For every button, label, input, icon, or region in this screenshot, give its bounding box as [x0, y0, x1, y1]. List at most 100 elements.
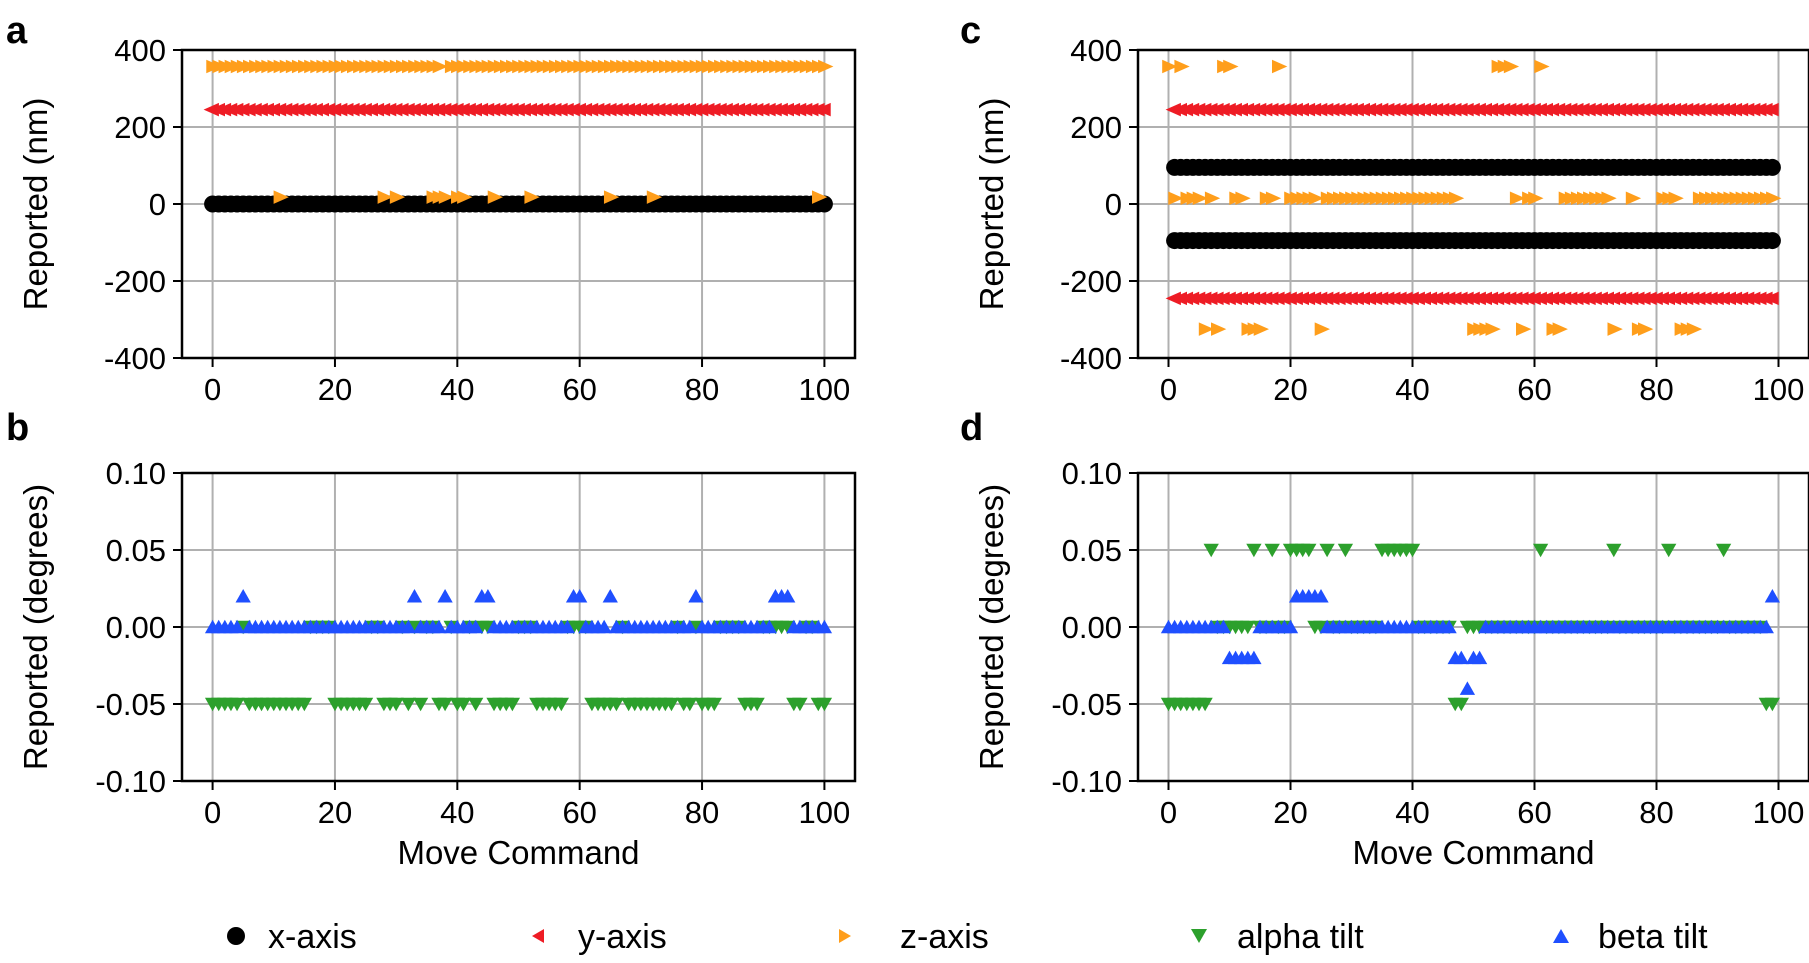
x-tick-label: 80 [685, 372, 719, 407]
point-alpha-tilt [816, 697, 833, 712]
point-alpha-tilt [468, 697, 484, 712]
y-tick-label: 200 [114, 110, 166, 145]
point-z-axis [1607, 322, 1623, 336]
y-axis-label: Reported (nm) [973, 98, 1010, 311]
point-z-axis [1601, 191, 1617, 205]
y-tick-label: 0.00 [106, 610, 166, 645]
point-z-axis [1485, 322, 1501, 336]
y-tick-label: -400 [104, 341, 166, 376]
legend-marker-y-axis [532, 929, 544, 943]
legend-marker-x-axis [227, 927, 245, 945]
point-alpha-tilt [1764, 697, 1781, 712]
point-z-axis [1211, 322, 1227, 336]
point-beta-tilt [229, 619, 245, 634]
point-alpha-tilt [1661, 543, 1677, 558]
legend-marker-z-axis [839, 929, 851, 943]
x-tick-label: 0 [204, 795, 221, 830]
legend-entry-z-axis: z-axis [839, 918, 989, 956]
point-z-axis [1528, 191, 1544, 205]
point-z-axis [1509, 191, 1526, 205]
y-axis-label: Reported (degrees) [17, 484, 54, 770]
point-z-axis [457, 190, 473, 204]
point-beta-tilt [1282, 619, 1299, 634]
legend-label-y-axis: y-axis [578, 918, 667, 956]
y-tick-label: -0.10 [1051, 764, 1122, 799]
point-z-axis [818, 59, 834, 74]
point-beta-tilt [468, 619, 484, 634]
point-alpha-tilt [400, 697, 417, 712]
legend-entry-beta-tilt: beta tilt [1553, 918, 1708, 956]
legend-label-z-axis: z-axis [900, 918, 989, 956]
point-beta-tilt [437, 589, 453, 603]
y-tick-label: 200 [1070, 110, 1122, 145]
x-tick-label: 20 [1273, 372, 1307, 407]
point-z-axis [811, 190, 828, 204]
point-z-axis [1314, 322, 1330, 336]
plot-frame [1136, 48, 1809, 360]
point-z-axis [1192, 191, 1208, 205]
x-tick-label: 40 [1395, 372, 1429, 407]
y-tick-label: -200 [1060, 264, 1122, 299]
y-tick-label: -0.05 [1051, 687, 1122, 722]
point-x-axis [1763, 158, 1781, 176]
panel-label-a: a [6, 10, 28, 52]
point-z-axis [1223, 59, 1239, 74]
legend-marker-alpha-tilt [1191, 929, 1207, 943]
legend-label-alpha-tilt: alpha tilt [1237, 918, 1364, 956]
point-alpha-tilt [1453, 697, 1469, 712]
point-beta-tilt [682, 619, 698, 634]
y-tick-label: -400 [1060, 341, 1122, 376]
point-z-axis [438, 190, 455, 204]
point-beta-tilt [431, 619, 447, 634]
legend-entry-alpha-tilt: alpha tilt [1191, 918, 1364, 956]
legend-marker-beta-tilt [1553, 929, 1569, 943]
point-alpha-tilt [1264, 543, 1280, 558]
x-tick-label: 0 [1160, 795, 1177, 830]
x-tick-label: 0 [204, 372, 221, 407]
point-beta-tilt [1764, 589, 1781, 603]
point-beta-tilt [1441, 619, 1457, 634]
x-axis-label: Move Command [1352, 834, 1594, 871]
point-alpha-tilt [706, 697, 722, 712]
point-z-axis [1534, 59, 1550, 74]
legend: x-axis y-axis z-axis alpha tilt beta til… [227, 918, 1708, 956]
point-z-axis [1448, 191, 1465, 205]
point-beta-tilt [1758, 619, 1774, 634]
point-alpha-tilt [608, 697, 625, 712]
legend-label-beta-tilt: beta tilt [1598, 918, 1708, 956]
point-beta-tilt [780, 589, 796, 603]
point-z-axis [1174, 59, 1190, 74]
x-tick-label: 60 [562, 372, 596, 407]
plot-frame [180, 471, 857, 783]
x-tick-label: 100 [1753, 795, 1805, 830]
point-alpha-tilt [1197, 697, 1213, 712]
x-tick-label: 20 [318, 372, 352, 407]
point-alpha-tilt [1246, 543, 1262, 558]
x-tick-label: 0 [1160, 372, 1177, 407]
point-alpha-tilt [553, 697, 569, 712]
point-beta-tilt [1215, 619, 1232, 634]
point-alpha-tilt [357, 697, 374, 712]
point-alpha-tilt [412, 697, 429, 712]
point-alpha-tilt [437, 697, 453, 712]
panel-label-c: c [960, 10, 981, 52]
point-alpha-tilt [1301, 543, 1317, 558]
panel-b: b 0 20 40 60 80 100 -0.10 -0.05 0.00 0.05 0.10 Repor… [6, 407, 857, 871]
y-axis-label: Reported (nm) [17, 98, 54, 311]
point-z-axis [377, 190, 393, 204]
point-z-axis [1503, 59, 1520, 74]
point-beta-tilt [400, 619, 417, 634]
point-y-axis [1763, 291, 1779, 306]
y-tick-label: 0 [149, 187, 166, 222]
point-z-axis [1625, 191, 1642, 205]
point-beta-tilt [761, 619, 777, 634]
y-tick-label: 0.10 [106, 456, 166, 491]
point-alpha-tilt [1715, 543, 1732, 558]
point-alpha-tilt [1203, 543, 1219, 558]
legend-entry-y-axis: y-axis [532, 918, 667, 956]
point-y-axis [815, 102, 831, 117]
point-alpha-tilt [388, 697, 404, 712]
x-tick-label: 20 [1273, 795, 1307, 830]
